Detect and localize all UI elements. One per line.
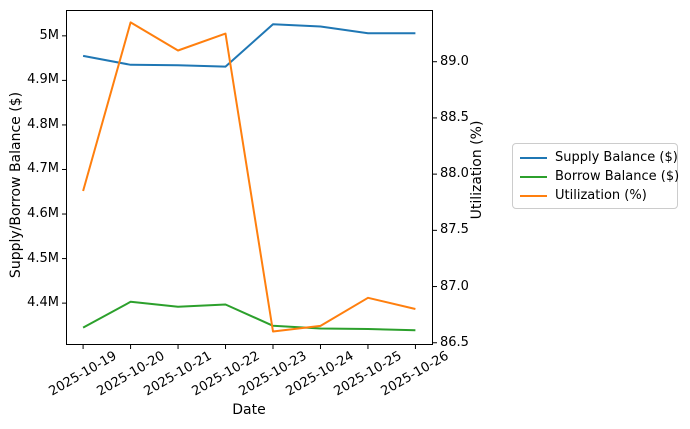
right-tick-label: 89.0 [440, 53, 469, 69]
axes-spines [66, 10, 433, 345]
plot-area [62, 10, 437, 349]
legend-item-supply-balance: Supply Balance ($) [520, 148, 678, 167]
y-axis-label-left: Supply/Borrow Balance ($) [8, 91, 24, 279]
left-tick-label: 4.6M [27, 206, 59, 222]
chart-canvas [62, 10, 437, 349]
x-axis-label: Date [232, 402, 266, 418]
left-tick-label: 4.7M [27, 161, 59, 177]
series-line-borrow-balance [82, 300, 416, 332]
series-line-utilization [82, 21, 416, 333]
left-tick-label: 5M [39, 27, 60, 43]
right-tick-label: 88.5 [440, 109, 469, 125]
legend-line-sample-supply-balance [520, 156, 547, 159]
right-tick-label: 86.5 [440, 334, 469, 350]
legend-label-borrow-balance: Borrow Balance ($) [555, 169, 680, 184]
right-tick-label: 88.0 [440, 166, 469, 182]
series-line-supply-balance [82, 23, 416, 68]
right-tick-label: 87.5 [440, 222, 469, 238]
legend-item-utilization: Utilization (%) [520, 186, 673, 205]
legend-line-sample-utilization [520, 194, 547, 197]
y-axis-label-right: Utilization (%) [469, 120, 485, 220]
right-tick-label: 87.0 [440, 278, 469, 294]
legend: Supply Balance ($) Borrow Balance ($) Util… [512, 143, 679, 209]
legend-line-sample-borrow-balance [520, 175, 547, 178]
legend-label-utilization: Utilization (%) [555, 188, 647, 203]
left-tick-label: 4.9M [27, 72, 59, 88]
left-tick-label: 4.4M [27, 295, 59, 311]
legend-label-supply-balance: Supply Balance ($) [555, 150, 678, 165]
left-tick-label: 4.5M [27, 250, 59, 266]
left-tick-label: 4.8M [27, 116, 59, 132]
legend-item-borrow-balance: Borrow Balance ($) [520, 167, 679, 186]
